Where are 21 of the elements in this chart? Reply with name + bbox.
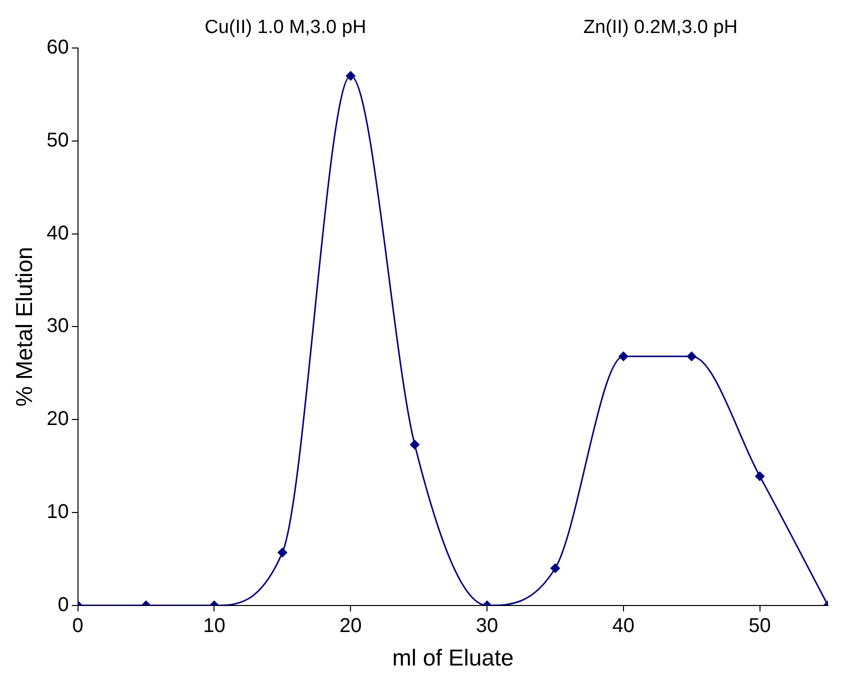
point [618,351,628,362]
x-axis-title: ml of Eluate [392,644,514,671]
y-tick-label: 30 [46,315,69,338]
text: Zn(II) 0.2M,3.0 pH [583,17,738,38]
y-tick-label: 50 [46,129,69,152]
x-tick-label: 40 [612,614,635,637]
y-axis-title: % Metal Elution [11,246,38,407]
y-tick-label: 10 [46,501,69,524]
point [754,471,765,482]
x-tick-label: 0 [72,614,84,637]
y-tick-label: 0 [58,594,69,616]
text: Cu(II) 1.0 M,3.0 pH [204,17,366,38]
x-tick-label: 10 [203,614,226,637]
x-tick-label: 20 [340,614,362,637]
x-tick-label: 30 [476,614,498,637]
point [686,351,697,362]
y-tick-label: 20 [46,408,69,430]
point [410,440,420,450]
x-tick-label: 50 [748,614,771,637]
y-tick-label: 60 [46,36,69,59]
y-tick-label: 40 [46,222,69,244]
